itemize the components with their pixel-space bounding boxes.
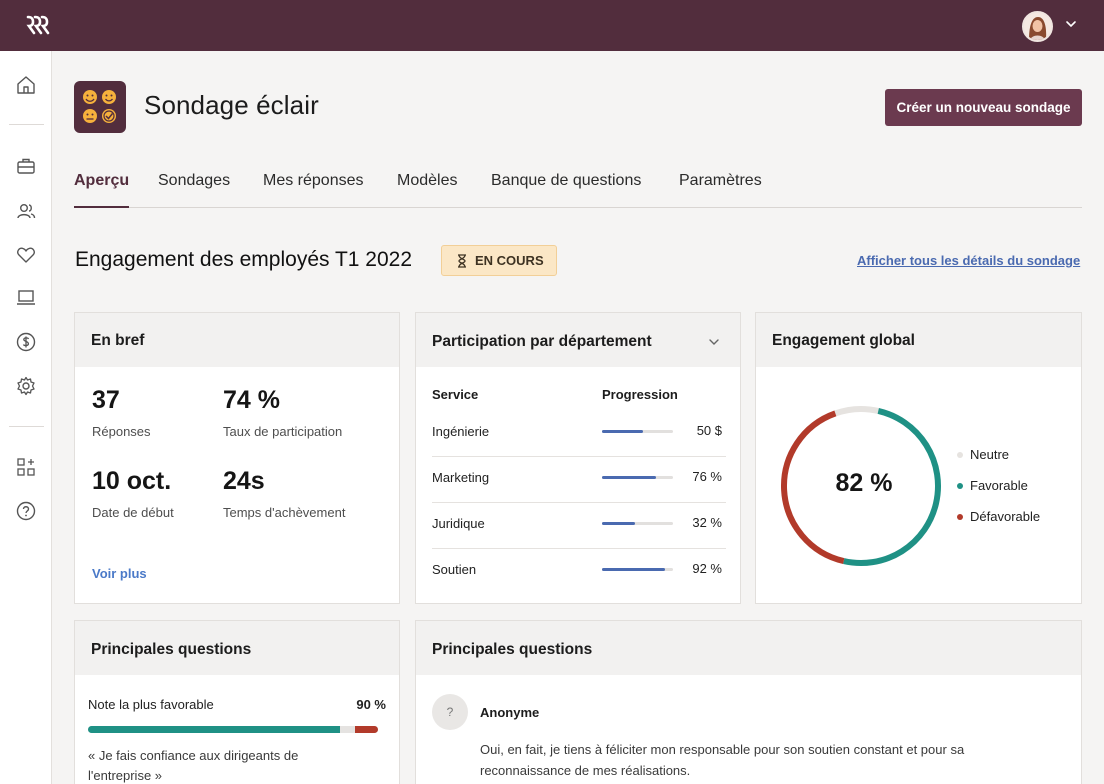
legend-label: Neutre (970, 447, 1010, 462)
comment-author: Anonyme (480, 705, 540, 720)
legend-swatch (957, 514, 963, 520)
stat-label: Temps d'achèvement (223, 505, 346, 520)
participation-card: Participation par département Service Pr… (415, 312, 741, 604)
see-more-link[interactable]: Voir plus (92, 566, 147, 581)
dollar-icon[interactable] (15, 331, 37, 353)
tab-parametres[interactable]: Paramètres (679, 172, 762, 189)
chevron-down-icon[interactable] (1064, 17, 1078, 31)
page-title: Sondage éclair (144, 90, 319, 120)
card-header: Principales questions (75, 621, 399, 675)
department-row: Soutien 92 % (432, 549, 726, 595)
laptop-icon[interactable] (15, 287, 37, 309)
heart-icon[interactable] (15, 244, 37, 266)
create-survey-button[interactable]: Créer un nouveau sondage (885, 89, 1082, 126)
survey-title: Engagement des employés T1 2022 (75, 248, 413, 271)
brand-logo-icon[interactable] (25, 14, 51, 36)
column-header-service: Service (432, 387, 479, 402)
department-value: 92 % (692, 561, 722, 576)
donut-segment-favorable (843, 408, 941, 566)
card-header: Principales questions (416, 621, 1081, 675)
unfavorable-segment (354, 726, 378, 733)
department-name: Soutien (432, 562, 477, 577)
comment-text: Oui, en fait, je tiens à féliciter mon r… (480, 742, 965, 778)
top-comments-card: Principales questions ? Anonyme Oui, en … (415, 620, 1082, 784)
card-header: Participation par département (416, 313, 740, 367)
engagement-card: Engagement global 82 % Neutre Favorable … (755, 312, 1082, 604)
sidebar (0, 51, 52, 784)
legend-swatch (957, 452, 963, 458)
summary-card: En bref 37 Réponses 74 % Taux de partici… (74, 312, 400, 604)
card-header: En bref (75, 313, 399, 367)
department-progress-bar (602, 568, 673, 571)
user-avatar[interactable] (1022, 11, 1053, 42)
department-row: Marketing 76 % (432, 457, 726, 503)
legend-label: Favorable (970, 478, 1028, 493)
top-questions-card: Principales questions Note la plus favor… (74, 620, 400, 784)
stat-value: 10 oct. (92, 467, 172, 495)
tab-modeles[interactable]: Modèles (397, 172, 458, 189)
survey-app-icon (74, 81, 126, 133)
department-progress-bar (602, 476, 673, 479)
tab-banque-questions[interactable]: Banque de questions (491, 172, 642, 189)
status-text: EN COURS (475, 253, 544, 268)
department-progress-bar (602, 430, 673, 433)
question-row-value: 90 % (356, 697, 386, 712)
stat-value: 37 (92, 386, 120, 414)
legend-label: Défavorable (970, 509, 1041, 524)
legend-swatch (957, 483, 963, 489)
department-value: 50 $ (696, 423, 722, 438)
survey-details-link[interactable]: Afficher tous les détails du sondage (857, 253, 1081, 268)
department-row: Juridique 32 % (432, 503, 726, 549)
card-title: Principales questions (432, 641, 593, 658)
department-name: Juridique (432, 516, 485, 531)
stat-label: Date de début (92, 505, 174, 520)
department-progress-fill (602, 476, 656, 479)
engagement-donut-chart (781, 406, 941, 566)
tab-mes-reponses[interactable]: Mes réponses (263, 172, 364, 189)
question-score-bar (88, 726, 378, 733)
stat-label: Réponses (92, 424, 151, 439)
apps-icon[interactable] (15, 456, 37, 478)
card-title: Principales questions (91, 641, 252, 658)
card-title: En bref (91, 332, 145, 349)
stat-value: 74 % (223, 386, 280, 414)
department-progress-bar (602, 522, 673, 525)
gear-icon[interactable] (15, 375, 37, 397)
hourglass-icon (458, 254, 466, 268)
top-bar (0, 0, 1104, 51)
donut-segment-dfavorable (781, 410, 845, 564)
department-name: Marketing (432, 470, 490, 485)
sidebar-divider (9, 124, 44, 125)
sidebar-divider (9, 426, 44, 427)
stat-value: 24s (223, 467, 265, 495)
help-icon[interactable] (15, 500, 37, 522)
card-title: Participation par département (432, 333, 652, 350)
people-icon[interactable] (15, 200, 37, 222)
department-row: Ingénierie 50 $ (432, 411, 726, 457)
department-progress-fill (602, 430, 644, 433)
briefcase-icon[interactable] (15, 155, 37, 177)
donut-segment-neutre (834, 406, 879, 417)
department-progress-fill (602, 568, 666, 571)
chevron-down-icon[interactable] (707, 335, 721, 349)
donut-center-value: 82 % (835, 469, 893, 497)
status-badge: EN COURS (441, 245, 557, 276)
department-name: Ingénierie (432, 424, 490, 439)
question-quote: « Je fais confiance aux dirigeants de l'… (88, 748, 299, 783)
tab-apercu[interactable]: Aperçu (74, 172, 130, 208)
department-value: 76 % (692, 469, 722, 484)
home-icon[interactable] (15, 74, 37, 96)
card-title: Engagement global (772, 332, 915, 349)
anonymous-avatar: ? (432, 694, 468, 730)
tab-sondages[interactable]: Sondages (158, 172, 231, 189)
department-progress-fill (602, 522, 636, 525)
tab-bar: Aperçu Sondages Mes réponses Modèles Ban… (74, 171, 1082, 208)
column-header-progress: Progression (602, 387, 678, 402)
stat-label: Taux de participation (223, 424, 343, 439)
favorable-segment (88, 726, 341, 733)
card-header: Engagement global (756, 313, 1081, 367)
department-value: 32 % (692, 515, 722, 530)
question-row-label: Note la plus favorable (88, 697, 214, 712)
